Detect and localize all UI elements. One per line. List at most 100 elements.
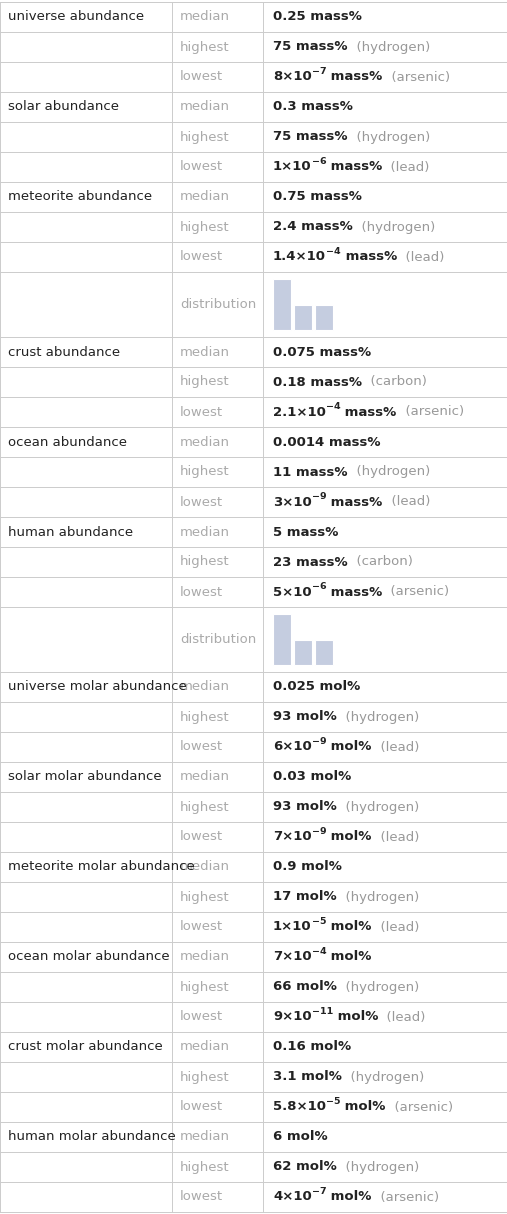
Text: (arsenic): (arsenic) [383, 70, 450, 84]
Text: 17 mol%: 17 mol% [273, 891, 337, 903]
Text: (lead): (lead) [372, 741, 419, 754]
Text: (hydrogen): (hydrogen) [347, 40, 430, 53]
Text: crust molar abundance: crust molar abundance [8, 1040, 163, 1054]
Text: (arsenic): (arsenic) [372, 1191, 439, 1203]
Text: 5 mass%: 5 mass% [273, 526, 338, 539]
Text: 75 mass%: 75 mass% [273, 40, 347, 53]
Text: 75 mass%: 75 mass% [273, 130, 347, 143]
Text: 7×10: 7×10 [273, 830, 312, 844]
Text: −4: −4 [326, 403, 341, 412]
Text: mass%: mass% [341, 405, 397, 419]
Text: 0.0014 mass%: 0.0014 mass% [273, 436, 380, 448]
Bar [294, 640, 312, 665]
Text: (hydrogen): (hydrogen) [337, 800, 419, 813]
Text: (hydrogen): (hydrogen) [347, 465, 430, 478]
Text: median: median [180, 191, 230, 204]
Text: lowest: lowest [180, 1191, 223, 1203]
Text: distribution: distribution [180, 632, 256, 646]
Text: lowest: lowest [180, 830, 223, 844]
Text: 66 mol%: 66 mol% [273, 981, 337, 993]
Text: 2.4 mass%: 2.4 mass% [273, 221, 353, 233]
Text: 93 mol%: 93 mol% [273, 710, 337, 724]
Text: 0.16 mol%: 0.16 mol% [273, 1040, 351, 1054]
Text: highest: highest [180, 710, 230, 724]
Text: median: median [180, 101, 230, 113]
Text: 62 mol%: 62 mol% [273, 1161, 337, 1174]
Text: (hydrogen): (hydrogen) [342, 1071, 424, 1084]
Text: 3.1 mol%: 3.1 mol% [273, 1071, 342, 1084]
Text: 1×10: 1×10 [273, 160, 312, 174]
Text: universe molar abundance: universe molar abundance [8, 681, 187, 693]
Text: −6: −6 [312, 158, 326, 166]
Text: solar abundance: solar abundance [8, 101, 119, 113]
Text: (hydrogen): (hydrogen) [337, 891, 419, 903]
Text: solar molar abundance: solar molar abundance [8, 771, 162, 783]
Text: highest: highest [180, 465, 230, 478]
Text: median: median [180, 1040, 230, 1054]
Text: median: median [180, 681, 230, 693]
Text: lowest: lowest [180, 741, 223, 754]
Bar [315, 305, 333, 330]
Text: meteorite molar abundance: meteorite molar abundance [8, 861, 195, 874]
Text: 11 mass%: 11 mass% [273, 465, 347, 478]
Text: 5×10: 5×10 [273, 585, 312, 599]
Text: highest: highest [180, 1161, 230, 1174]
Text: −5: −5 [312, 918, 326, 926]
Text: (hydrogen): (hydrogen) [347, 130, 430, 143]
Text: 3×10: 3×10 [273, 495, 312, 509]
Text: 0.75 mass%: 0.75 mass% [273, 191, 362, 204]
Text: ocean molar abundance: ocean molar abundance [8, 951, 170, 964]
Text: −5: −5 [326, 1097, 341, 1106]
Text: 0.075 mass%: 0.075 mass% [273, 346, 371, 358]
Text: ocean abundance: ocean abundance [8, 436, 127, 448]
Text: distribution: distribution [180, 297, 256, 311]
Text: (arsenic): (arsenic) [397, 405, 464, 419]
Text: (lead): (lead) [382, 160, 430, 174]
Text: lowest: lowest [180, 70, 223, 84]
Text: −11: −11 [312, 1008, 333, 1016]
Text: median: median [180, 11, 230, 23]
Text: −9: −9 [312, 828, 326, 836]
Text: (hydrogen): (hydrogen) [353, 221, 435, 233]
Text: median: median [180, 861, 230, 874]
Text: mass%: mass% [326, 160, 382, 174]
Text: mol%: mol% [333, 1010, 378, 1023]
Text: 0.9 mol%: 0.9 mol% [273, 861, 342, 874]
Text: (lead): (lead) [378, 1010, 425, 1023]
Text: 0.03 mol%: 0.03 mol% [273, 771, 351, 783]
Text: (hydrogen): (hydrogen) [337, 1161, 419, 1174]
Text: median: median [180, 951, 230, 964]
Text: lowest: lowest [180, 1010, 223, 1023]
Text: lowest: lowest [180, 250, 223, 263]
Text: highest: highest [180, 800, 230, 813]
Text: highest: highest [180, 375, 230, 388]
Text: mol%: mol% [326, 920, 372, 934]
Text: highest: highest [180, 981, 230, 993]
Text: lowest: lowest [180, 160, 223, 174]
Text: 4×10: 4×10 [273, 1191, 312, 1203]
Bar [273, 279, 291, 330]
Text: lowest: lowest [180, 585, 223, 599]
Text: 9×10: 9×10 [273, 1010, 312, 1023]
Text: mass%: mass% [341, 250, 397, 263]
Text: human molar abundance: human molar abundance [8, 1130, 176, 1144]
Text: (carbon): (carbon) [348, 556, 413, 568]
Text: −7: −7 [312, 68, 327, 76]
Text: (lead): (lead) [383, 495, 430, 509]
Text: mass%: mass% [326, 585, 382, 599]
Text: 7×10: 7×10 [273, 951, 312, 964]
Text: highest: highest [180, 891, 230, 903]
Text: mol%: mol% [327, 741, 372, 754]
Text: 23 mass%: 23 mass% [273, 556, 348, 568]
Text: 2.1×10: 2.1×10 [273, 405, 326, 419]
Text: (lead): (lead) [397, 250, 444, 263]
Text: median: median [180, 1130, 230, 1144]
Text: highest: highest [180, 130, 230, 143]
Text: meteorite abundance: meteorite abundance [8, 191, 152, 204]
Text: (lead): (lead) [372, 830, 419, 844]
Text: mol%: mol% [327, 1191, 372, 1203]
Text: 5.8×10: 5.8×10 [273, 1101, 326, 1113]
Text: (hydrogen): (hydrogen) [337, 981, 419, 993]
Text: highest: highest [180, 40, 230, 53]
Text: highest: highest [180, 556, 230, 568]
